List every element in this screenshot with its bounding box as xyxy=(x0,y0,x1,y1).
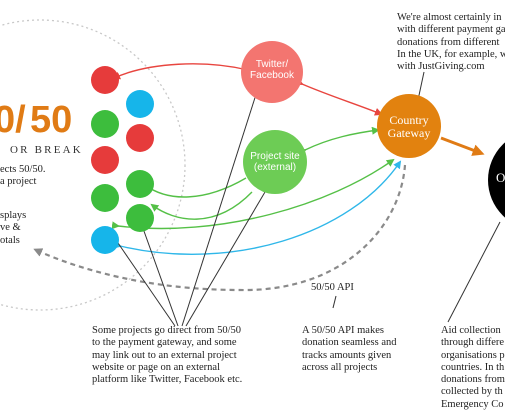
projects-note: Some projects go direct from 50/50 to th… xyxy=(92,325,242,386)
project-dot-green[interactable] xyxy=(126,170,154,198)
twitter-label-line2: Facebook xyxy=(250,70,294,81)
top-note-line1: We're almost certainly in xyxy=(397,12,502,23)
note-pointer-lines xyxy=(117,71,501,327)
left-description: ects 50/50. a project xyxy=(0,164,46,189)
pointer-to-green-dot xyxy=(139,219,179,327)
left-line5: otals xyxy=(0,234,20,246)
arrow-site-to-dots-b xyxy=(150,191,253,220)
arrow-site-to-gateway xyxy=(297,126,380,157)
project-dot-green[interactable] xyxy=(91,184,119,212)
arrow-twitter-to-dots xyxy=(112,63,249,80)
left-line3: splays xyxy=(0,210,27,221)
logo-right: 50 xyxy=(30,99,72,141)
gateway-label-line2: Gateway xyxy=(387,126,431,140)
site-label-line2: (external) xyxy=(253,162,297,173)
project-dot-green[interactable] xyxy=(91,110,119,138)
aid-note: Aid collection through differe organisat… xyxy=(441,325,505,411)
aid-note-line2: through differe xyxy=(441,337,505,349)
project-site-node[interactable] xyxy=(243,130,307,194)
api-note-line1: A 50/50 API makes xyxy=(302,325,384,336)
gateway-label-line1: Country xyxy=(389,113,429,127)
logo-tagline: OR BREAK xyxy=(10,144,83,156)
black-node xyxy=(488,142,505,218)
black-node-label: O xyxy=(496,170,505,185)
arrow-api-dashed xyxy=(33,164,407,292)
projects-note-line3: may link out to an external project xyxy=(92,349,237,361)
pointer-to-twitter xyxy=(181,81,261,327)
top-note: We're almost certainly in with different… xyxy=(397,12,505,73)
gateway-node-label: Country Gateway xyxy=(377,114,441,140)
project-dot-red[interactable] xyxy=(91,146,119,174)
project-dot-red[interactable] xyxy=(91,66,119,94)
pointer-to-site xyxy=(185,191,266,327)
arrow-gateway-to-black xyxy=(440,136,485,156)
api-note: A 50/50 API makes donation seamless and … xyxy=(302,325,396,374)
top-note-line4: In the UK, for example, w xyxy=(397,48,505,60)
projects-note-line1: Some projects go direct from 50/50 xyxy=(92,325,242,336)
projects-note-line2: to the payment gateway, and some xyxy=(92,337,237,349)
left-line1: ects 50/50. xyxy=(0,164,46,175)
project-site-node-label: Project site (external) xyxy=(243,151,307,173)
left-line2: a project xyxy=(0,176,37,188)
left-line4: ve & xyxy=(0,222,21,234)
twitter-label-line1: Twitter/ xyxy=(255,59,289,70)
projects-note-line4: website or page on an external xyxy=(92,361,220,373)
logo-left: 0/ xyxy=(0,99,26,141)
pointer-to-black-node xyxy=(447,221,501,323)
aid-note-line7: Emergency Co xyxy=(441,398,504,410)
arrow-site-to-dots-a xyxy=(143,177,247,198)
project-dots xyxy=(91,66,154,254)
site-label-line1: Project site xyxy=(250,151,300,162)
aid-note-line5: donations from xyxy=(441,374,505,386)
top-note-line5: with JustGiving.com xyxy=(397,61,485,73)
top-note-line2: with different payment ga xyxy=(397,24,505,36)
api-note-line3: tracks amounts given xyxy=(302,349,392,361)
left-description-2: splays ve & otals xyxy=(0,210,26,247)
logo-mark: 0/ 50 OR BREAK xyxy=(0,99,83,156)
pointer-top-note xyxy=(417,71,425,101)
pointer-to-blue-dot xyxy=(117,242,176,327)
twitter-node[interactable] xyxy=(241,41,303,103)
project-dot-green[interactable] xyxy=(126,204,154,232)
project-dot-blue[interactable] xyxy=(91,226,119,254)
arrow-dots-to-gateway-blue xyxy=(113,160,402,255)
top-note-line3: donations from different xyxy=(397,36,500,48)
aid-note-line4: countries. In th xyxy=(441,361,505,373)
api-label: 50/50 API xyxy=(309,282,356,295)
pointer-to-api xyxy=(332,295,337,309)
arrow-twitter-to-gateway xyxy=(294,77,383,116)
twitter-node-label: Twitter/ Facebook xyxy=(242,59,302,81)
api-note-line4: across all projects xyxy=(302,361,378,373)
projects-note-line5: platform like Twitter, Facebook etc. xyxy=(92,374,243,386)
gateway-node[interactable] xyxy=(377,94,441,158)
aid-note-line3: organisations p xyxy=(441,349,505,361)
project-dot-red[interactable] xyxy=(126,124,154,152)
api-note-line2: donation seamless and xyxy=(302,337,397,349)
project-dot-blue[interactable] xyxy=(126,90,154,118)
aid-note-line1: Aid collection xyxy=(441,325,501,336)
aid-note-line6: collected by th xyxy=(441,386,503,398)
